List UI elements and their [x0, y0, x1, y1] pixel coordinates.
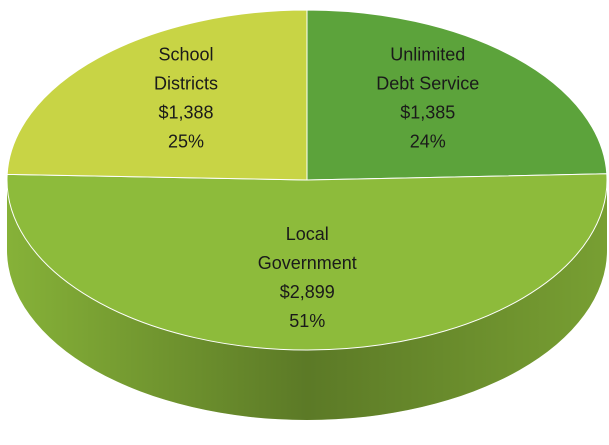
slice-side-shade — [7, 180, 607, 420]
slice-label: $1,388 — [158, 102, 213, 122]
slice-label: Unlimited — [390, 44, 465, 64]
slice-label: Local — [286, 224, 329, 244]
slice-label: Debt Service — [376, 73, 479, 93]
slice — [6, 9, 308, 181]
slice — [6, 173, 608, 351]
slice-label: Districts — [154, 73, 218, 93]
slice-label: School — [159, 44, 214, 64]
slice-label: $1,385 — [400, 102, 455, 122]
slice-label: 51% — [289, 311, 325, 331]
slice-label: 24% — [410, 131, 446, 151]
slice-label: $2,899 — [280, 282, 335, 302]
slice-label: 25% — [168, 131, 204, 151]
slice-label: Government — [258, 253, 357, 273]
slice — [306, 9, 608, 181]
